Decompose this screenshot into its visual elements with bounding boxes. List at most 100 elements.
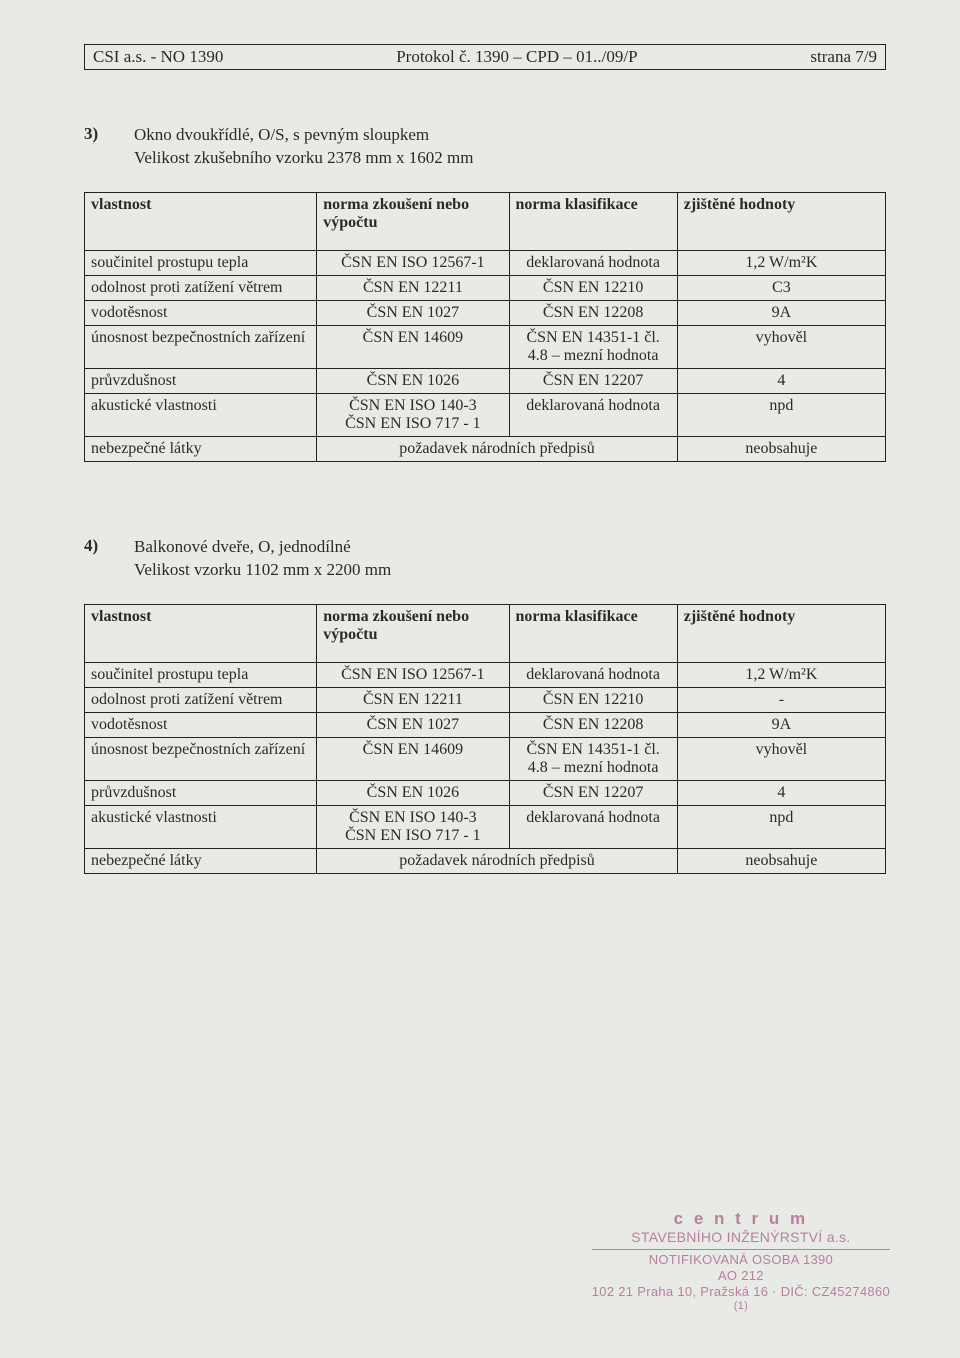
cell-value: 4 — [677, 368, 885, 393]
table-row: součinitel prostupu tepla ČSN EN ISO 125… — [85, 250, 886, 275]
cell-property: součinitel prostupu tepla — [85, 662, 317, 687]
cell-property: únosnost bezpečnostních zařízení — [85, 325, 317, 368]
header-mid: Protokol č. 1390 – CPD – 01../09/P — [396, 47, 637, 67]
stamp-line6: (1) — [592, 1300, 890, 1314]
th-vlastnost: vlastnost — [85, 192, 317, 250]
cell-norm2: ČSN EN 12207 — [509, 780, 677, 805]
cell-norm1: ČSN EN 1027 — [317, 712, 509, 737]
cell-value: - — [677, 687, 885, 712]
stamp-line5: 102 21 Praha 10, Pražská 16 · DIČ: CZ452… — [592, 1284, 890, 1300]
table-row: akustické vlastnosti ČSN EN ISO 140-3 ČS… — [85, 393, 886, 436]
table-section-4: vlastnost norma zkoušení nebo výpočtu no… — [84, 604, 886, 874]
section-4-number: 4) — [84, 536, 130, 556]
table-row: únosnost bezpečnostních zařízení ČSN EN … — [85, 325, 886, 368]
cell-norm2: ČSN EN 12208 — [509, 300, 677, 325]
header-right: strana 7/9 — [810, 47, 877, 67]
table-row: odolnost proti zatížení větrem ČSN EN 12… — [85, 687, 886, 712]
stamp-line4: AO 212 — [592, 1268, 890, 1284]
table-row: odolnost proti zatížení větrem ČSN EN 12… — [85, 275, 886, 300]
table-3-header-row: vlastnost norma zkoušení nebo výpočtu no… — [85, 192, 886, 250]
cell-norm2: ČSN EN 12208 — [509, 712, 677, 737]
cell-norm2: deklarovaná hodnota — [509, 662, 677, 687]
th-norma-klasifikace: norma klasifikace — [509, 604, 677, 662]
cell-property: vodotěsnost — [85, 712, 317, 737]
cell-value: C3 — [677, 275, 885, 300]
section-4-title: Balkonové dveře, O, jednodílné Velikost … — [134, 536, 391, 582]
cell-value: npd — [677, 805, 885, 848]
cell-property: nebezpečné látky — [85, 436, 317, 461]
cell-norm1: ČSN EN ISO 140-3 ČSN EN ISO 717 - 1 — [317, 393, 509, 436]
table-section-3: vlastnost norma zkoušení nebo výpočtu no… — [84, 192, 886, 462]
section-4: 4) Balkonové dveře, O, jednodílné Veliko… — [84, 536, 886, 874]
section-3: 3) Okno dvoukřídlé, O/S, s pevným sloupk… — [84, 124, 886, 462]
cell-property: průvzdušnost — [85, 780, 317, 805]
table-row: průvzdušnost ČSN EN 1026 ČSN EN 12207 4 — [85, 780, 886, 805]
cell-norm2: ČSN EN 14351-1 čl. 4.8 – mezní hodnota — [509, 737, 677, 780]
table-4-header-row: vlastnost norma zkoušení nebo výpočtu no… — [85, 604, 886, 662]
th-zjistene-hodnoty: zjištěné hodnoty — [677, 604, 885, 662]
cell-property: průvzdušnost — [85, 368, 317, 393]
cell-property: odolnost proti zatížení větrem — [85, 687, 317, 712]
cell-norm2: deklarovaná hodnota — [509, 250, 677, 275]
table-row-last: nebezpečné látky požadavek národních pře… — [85, 848, 886, 873]
header-left: CSI a.s. - NO 1390 — [93, 47, 223, 67]
table-row: součinitel prostupu tepla ČSN EN ISO 125… — [85, 662, 886, 687]
section-3-line2: Velikost zkušebního vzorku 2378 mm x 160… — [134, 148, 474, 167]
page: CSI a.s. - NO 1390 Protokol č. 1390 – CP… — [0, 0, 960, 1358]
cell-merged: požadavek národních předpisů — [317, 436, 677, 461]
th-norma-zkouseni: norma zkoušení nebo výpočtu — [317, 604, 509, 662]
table-row: únosnost bezpečnostních zařízení ČSN EN … — [85, 737, 886, 780]
cell-norm1: ČSN EN ISO 12567-1 — [317, 250, 509, 275]
cell-norm1: ČSN EN 12211 — [317, 687, 509, 712]
cell-property: nebezpečné látky — [85, 848, 317, 873]
company-stamp: c e n t r u m STAVEBNÍHO INŽENÝRSTVÍ a.s… — [592, 1208, 890, 1314]
table-row-last: nebezpečné látky požadavek národních pře… — [85, 436, 886, 461]
cell-property: odolnost proti zatížení větrem — [85, 275, 317, 300]
cell-norm1: ČSN EN 12211 — [317, 275, 509, 300]
page-header-box: CSI a.s. - NO 1390 Protokol č. 1390 – CP… — [84, 44, 886, 70]
cell-value: 4 — [677, 780, 885, 805]
cell-norm1: ČSN EN 14609 — [317, 325, 509, 368]
table-row: akustické vlastnosti ČSN EN ISO 140-3 ČS… — [85, 805, 886, 848]
th-norma-klasifikace: norma klasifikace — [509, 192, 677, 250]
th-zjistene-hodnoty: zjištěné hodnoty — [677, 192, 885, 250]
cell-norm2: ČSN EN 12207 — [509, 368, 677, 393]
stamp-line3: NOTIFIKOVANÁ OSOBA 1390 — [592, 1252, 890, 1268]
section-3-number: 3) — [84, 124, 130, 144]
cell-norm1: ČSN EN 1027 — [317, 300, 509, 325]
cell-value: 1,2 W/m²K — [677, 662, 885, 687]
section-4-line2: Velikost vzorku 1102 mm x 2200 mm — [134, 560, 391, 579]
cell-value: 9A — [677, 712, 885, 737]
table-row: vodotěsnost ČSN EN 1027 ČSN EN 12208 9A — [85, 712, 886, 737]
stamp-line1: c e n t r u m — [592, 1208, 890, 1229]
cell-norm1: ČSN EN ISO 140-3 ČSN EN ISO 717 - 1 — [317, 805, 509, 848]
table-row: průvzdušnost ČSN EN 1026 ČSN EN 12207 4 — [85, 368, 886, 393]
cell-property: součinitel prostupu tepla — [85, 250, 317, 275]
cell-norm2: deklarovaná hodnota — [509, 393, 677, 436]
cell-norm1: ČSN EN 14609 — [317, 737, 509, 780]
cell-norm2: ČSN EN 12210 — [509, 275, 677, 300]
th-norma-zkouseni: norma zkoušení nebo výpočtu — [317, 192, 509, 250]
cell-merged: požadavek národních předpisů — [317, 848, 677, 873]
table-row: vodotěsnost ČSN EN 1027 ČSN EN 12208 9A — [85, 300, 886, 325]
cell-property: akustické vlastnosti — [85, 393, 317, 436]
cell-norm2: ČSN EN 14351-1 čl. 4.8 – mezní hodnota — [509, 325, 677, 368]
section-3-line1: Okno dvoukřídlé, O/S, s pevným sloupkem — [134, 125, 429, 144]
cell-value: vyhověl — [677, 325, 885, 368]
cell-property: únosnost bezpečnostních zařízení — [85, 737, 317, 780]
stamp-line2: STAVEBNÍHO INŽENÝRSTVÍ a.s. — [592, 1229, 890, 1250]
th-vlastnost: vlastnost — [85, 604, 317, 662]
cell-norm2: deklarovaná hodnota — [509, 805, 677, 848]
cell-value: 9A — [677, 300, 885, 325]
cell-norm1: ČSN EN 1026 — [317, 368, 509, 393]
section-4-line1: Balkonové dveře, O, jednodílné — [134, 537, 351, 556]
cell-value: neobsahuje — [677, 848, 885, 873]
cell-property: vodotěsnost — [85, 300, 317, 325]
cell-value: 1,2 W/m²K — [677, 250, 885, 275]
cell-value: npd — [677, 393, 885, 436]
cell-value: vyhověl — [677, 737, 885, 780]
cell-value: neobsahuje — [677, 436, 885, 461]
cell-property: akustické vlastnosti — [85, 805, 317, 848]
section-3-title: Okno dvoukřídlé, O/S, s pevným sloupkem … — [134, 124, 474, 170]
cell-norm1: ČSN EN ISO 12567-1 — [317, 662, 509, 687]
